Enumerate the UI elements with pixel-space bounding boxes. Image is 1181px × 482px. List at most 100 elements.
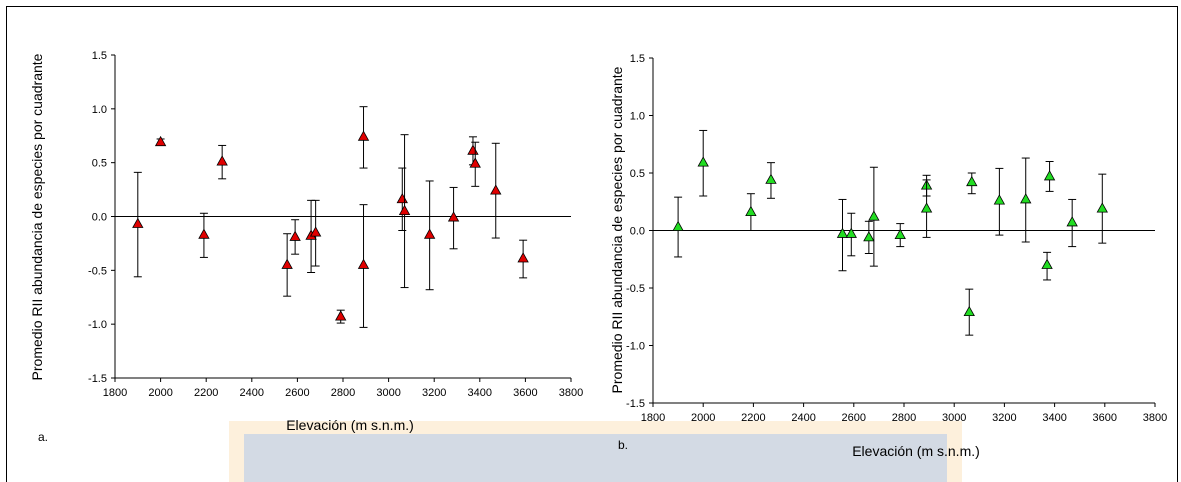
data-point-15 xyxy=(1041,251,1053,281)
data-marker xyxy=(672,220,684,231)
data-marker xyxy=(845,227,857,238)
data-point-2 xyxy=(745,193,757,231)
data-marker xyxy=(745,205,757,217)
data-marker xyxy=(357,258,370,269)
panel-label: b. xyxy=(618,438,628,452)
data-marker xyxy=(517,252,529,263)
y-tick-label: -1.0 xyxy=(626,341,645,353)
data-marker xyxy=(1043,170,1056,181)
data-marker xyxy=(469,157,481,168)
data-marker xyxy=(765,173,777,184)
data-marker xyxy=(863,231,875,242)
y-tick-label: 1.0 xyxy=(92,104,107,116)
data-point-5 xyxy=(845,212,857,257)
data-marker xyxy=(198,228,210,239)
x-tick-label: 2000 xyxy=(148,387,172,399)
data-point-13 xyxy=(993,167,1006,236)
x-tick-label: 2800 xyxy=(892,412,916,424)
x-tick-label: 2600 xyxy=(842,412,866,424)
x-tick-label: 3600 xyxy=(1093,412,1117,424)
data-point-7 xyxy=(309,199,322,267)
data-point-4 xyxy=(281,233,293,297)
data-marker xyxy=(1041,258,1053,269)
data-point-3 xyxy=(216,144,228,180)
data-marker xyxy=(335,310,347,321)
x-axis-title: Elevación (m s.n.m.) xyxy=(852,443,980,459)
y-tick-label: -0.5 xyxy=(626,283,645,295)
data-point-16 xyxy=(1043,161,1056,192)
data-point-4 xyxy=(836,198,849,272)
data-marker xyxy=(894,228,906,240)
data-point-12 xyxy=(398,134,411,289)
data-marker xyxy=(289,230,301,241)
y-tick-label: -1.5 xyxy=(88,373,107,385)
data-point-13 xyxy=(423,180,436,291)
data-point-2 xyxy=(198,212,210,258)
data-marker xyxy=(309,226,322,237)
data-marker xyxy=(216,155,228,166)
data-point-1 xyxy=(154,135,167,147)
data-point-0 xyxy=(132,171,144,278)
data-point-11 xyxy=(396,167,408,231)
data-point-0 xyxy=(672,196,684,258)
data-marker xyxy=(281,258,293,269)
y-tick-label: 1.0 xyxy=(630,111,645,123)
data-point-7 xyxy=(868,166,880,267)
y-tick-label: 0.5 xyxy=(630,168,645,180)
x-tick-label: 2400 xyxy=(791,412,815,424)
data-marker xyxy=(467,144,479,155)
x-tick-label: 1800 xyxy=(641,412,665,424)
data-point-8 xyxy=(894,223,906,248)
data-marker xyxy=(920,202,933,213)
y-tick-label: -0.5 xyxy=(88,265,107,277)
x-tick-label: 1800 xyxy=(103,387,127,399)
panel-label: a. xyxy=(38,430,48,444)
x-tick-label: 3000 xyxy=(376,387,400,399)
data-point-1 xyxy=(697,129,709,197)
data-marker xyxy=(423,228,436,239)
chart-panel-a: 1.5 1.0 0.5 0.0 -0.5 -1.0 -1.5 1800 2000 2200 2400… xyxy=(29,50,583,444)
x-tick-label: 2600 xyxy=(285,387,309,399)
data-point-6 xyxy=(863,220,875,254)
data-point-17 xyxy=(1066,198,1078,248)
data-marker xyxy=(1020,193,1032,204)
x-tick-label: 3000 xyxy=(942,412,966,424)
data-marker xyxy=(398,204,411,216)
data-point-12 xyxy=(966,172,978,195)
data-point-3 xyxy=(765,162,777,199)
x-tick-label: 3600 xyxy=(513,387,537,399)
x-tick-label: 3800 xyxy=(559,387,583,399)
x-tick-label: 3800 xyxy=(1143,412,1167,424)
data-point-10 xyxy=(357,204,370,328)
y-tick-label: 0.5 xyxy=(92,158,107,170)
data-marker xyxy=(963,305,975,317)
data-point-10 xyxy=(920,179,933,238)
x-tick-label: 2200 xyxy=(194,387,218,399)
data-point-5 xyxy=(289,219,301,255)
data-point-11 xyxy=(963,288,975,336)
x-axis-title: Elevación (m s.n.m.) xyxy=(286,417,414,433)
x-tick-label: 2400 xyxy=(240,387,264,399)
data-point-9 xyxy=(357,106,370,169)
x-tick-label: 2200 xyxy=(741,412,765,424)
data-marker xyxy=(868,210,880,221)
data-marker xyxy=(966,175,978,187)
y-axis-title: Promedio RII abundancia de especies por … xyxy=(609,66,625,393)
data-marker xyxy=(697,156,709,167)
data-marker xyxy=(993,194,1006,205)
figure-frame xyxy=(6,6,1178,482)
x-tick-label: 3200 xyxy=(992,412,1016,424)
data-marker xyxy=(1096,202,1108,213)
x-tick-label: 2000 xyxy=(691,412,715,424)
y-axis-title: Promedio RII abundancia de especies por … xyxy=(29,53,45,380)
data-marker xyxy=(132,217,144,228)
x-tick-label: 3400 xyxy=(468,387,492,399)
data-marker xyxy=(357,130,370,141)
data-marker xyxy=(154,135,167,147)
data-marker xyxy=(447,211,460,222)
x-tick-label: 2800 xyxy=(331,387,355,399)
data-marker xyxy=(836,227,849,238)
data-point-8 xyxy=(335,309,347,324)
x-tick-label: 3400 xyxy=(1042,412,1066,424)
